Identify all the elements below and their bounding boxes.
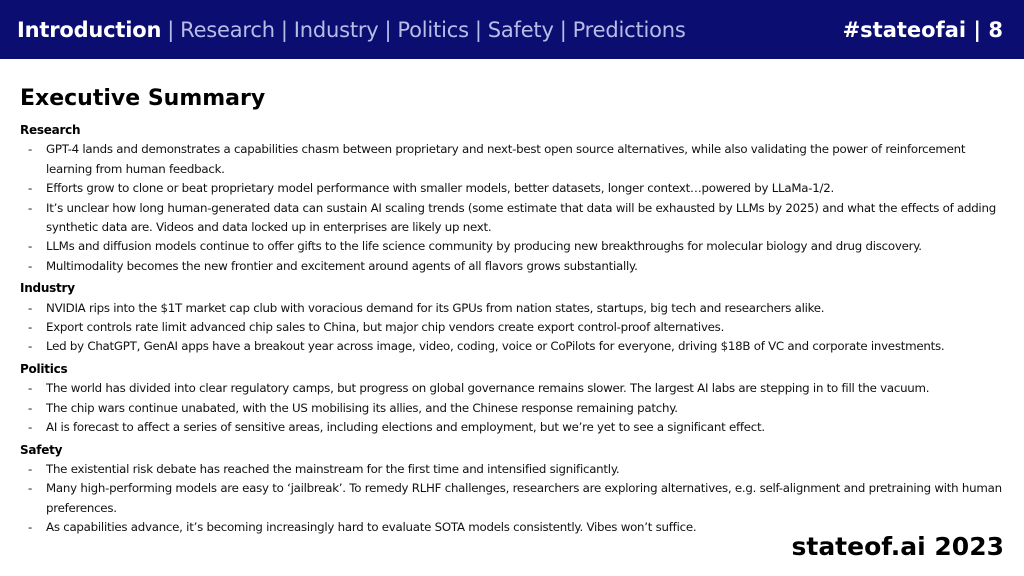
bullet-item: AI is forecast to affect a series of sen… <box>20 418 1005 438</box>
header-bar: Introduction | Research | Industry | Politics |… <box>0 0 1024 59</box>
nav-item-industry[interactable]: Industry <box>293 18 379 42</box>
section-research: Research GPT-4 lands and demonstrates a … <box>20 121 1005 277</box>
summary-content: Research GPT-4 lands and demonstrates a … <box>20 121 1005 541</box>
bullet-item: The world has divided into clear regulat… <box>20 379 1005 399</box>
footer-brand: stateof.ai 2023 <box>791 532 1004 561</box>
page-title: Executive Summary <box>20 86 266 111</box>
bullet-list: The world has divided into clear regulat… <box>20 379 1005 438</box>
nav-separator: | <box>167 18 175 42</box>
bullet-item: The chip wars continue unabated, with th… <box>20 399 1005 419</box>
bullet-item: It’s unclear how long human-generated da… <box>20 199 1005 238</box>
bullet-item: Multimodality becomes the new frontier a… <box>20 257 1005 277</box>
bullet-item: The existential risk debate has reached … <box>20 460 1005 480</box>
bullet-item: Efforts grow to clone or beat proprietar… <box>20 179 1005 199</box>
bullet-item: GPT-4 lands and demonstrates a capabilit… <box>20 140 1005 179</box>
nav-separator: | <box>559 18 567 42</box>
section-title: Research <box>20 123 81 137</box>
nav-separator: | <box>384 18 392 42</box>
bullet-list: GPT-4 lands and demonstrates a capabilit… <box>20 140 1005 276</box>
nav-item-predictions[interactable]: Predictions <box>572 18 686 42</box>
section-title: Safety <box>20 442 63 457</box>
section-title: Politics <box>20 361 68 376</box>
bullet-list: NVIDIA rips into the $1T market cap club… <box>20 299 1005 358</box>
section-politics: Politics The world has divided into clea… <box>20 360 1005 438</box>
nav-item-introduction[interactable]: Introduction <box>17 18 162 42</box>
bullet-item: Led by ChatGPT, GenAI apps have a breako… <box>20 337 1005 357</box>
bullet-list: The existential risk debate has reached … <box>20 460 1005 538</box>
nav-item-politics[interactable]: Politics <box>397 18 469 42</box>
bullet-item: NVIDIA rips into the $1T market cap club… <box>20 299 1005 319</box>
nav-item-research[interactable]: Research <box>180 18 275 42</box>
nav-item-safety[interactable]: Safety <box>487 18 554 42</box>
section-safety: Safety The existential risk debate has r… <box>20 441 1005 538</box>
bullet-item: LLMs and diffusion models continue to of… <box>20 237 1005 257</box>
section-industry: Industry NVIDIA rips into the $1T market… <box>20 279 1005 357</box>
bullet-item: Many high-performing models are easy to … <box>20 479 1005 518</box>
hashtag-page-number: #stateofai | 8 <box>842 18 1003 42</box>
nav-separator: | <box>280 18 288 42</box>
bullet-item: Export controls rate limit advanced chip… <box>20 318 1005 338</box>
section-title: Industry <box>20 281 75 296</box>
bullet-item: As capabilities advance, it’s becoming i… <box>20 518 1005 538</box>
section-nav: Introduction | Research | Industry | Politics |… <box>17 16 686 44</box>
nav-separator: | <box>474 18 482 42</box>
